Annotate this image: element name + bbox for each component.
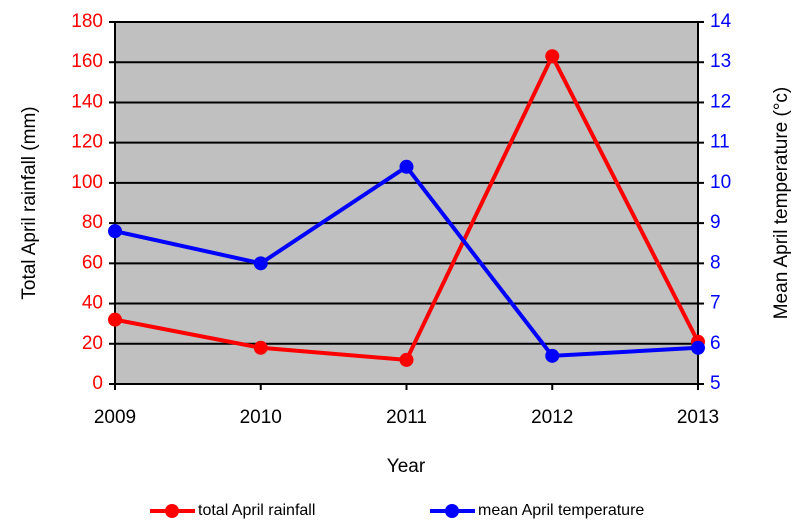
plot-area <box>115 22 698 384</box>
y-axis-label: Total April rainfall (mm) <box>19 106 40 299</box>
legend-label: total April rainfall <box>198 502 315 519</box>
legend-marker <box>165 504 179 518</box>
x-tick-label: 2013 <box>677 407 719 428</box>
y2-tick-label: 13 <box>710 51 731 72</box>
y-tick-label: 140 <box>71 91 103 112</box>
data-point <box>253 340 268 355</box>
y2-tick-label: 7 <box>710 293 721 314</box>
y2-tick-label: 9 <box>710 212 721 233</box>
data-point <box>108 312 122 327</box>
data-point <box>545 348 560 363</box>
x-tick-label: 2012 <box>531 407 573 428</box>
data-point <box>253 256 268 271</box>
data-point <box>399 159 414 174</box>
x-tick-label: 2011 <box>386 407 427 428</box>
y-tick-label: 160 <box>71 51 103 72</box>
y2-tick-label: 14 <box>710 11 732 32</box>
y-tick-label: 20 <box>82 333 103 354</box>
legend-label: mean April temperature <box>478 502 644 519</box>
y-tick-label: 60 <box>82 252 103 273</box>
x-tick-label: 2009 <box>94 407 136 428</box>
data-point <box>108 224 122 239</box>
y2-tick-label: 12 <box>710 91 731 112</box>
data-point <box>691 340 705 355</box>
x-tick-label: 2010 <box>240 407 282 428</box>
data-point <box>399 352 414 367</box>
y-tick-label: 180 <box>71 11 103 32</box>
x-axis-label: Year <box>387 456 426 477</box>
y-tick-label: 120 <box>71 132 103 153</box>
y2-axis-label: Mean April temperature (°c) <box>771 87 792 320</box>
y-tick-label: 80 <box>82 212 103 233</box>
y-tick-label: 40 <box>82 293 103 314</box>
data-point <box>545 49 560 64</box>
y2-tick-label: 11 <box>710 132 730 153</box>
y2-tick-label: 6 <box>710 333 721 354</box>
y2-tick-label: 8 <box>710 252 721 273</box>
y-tick-label: 100 <box>71 172 103 193</box>
legend-marker <box>445 504 459 518</box>
y-tick-label: 0 <box>92 373 103 394</box>
y2-tick-label: 5 <box>710 373 721 394</box>
y2-tick-label: 10 <box>710 172 731 193</box>
